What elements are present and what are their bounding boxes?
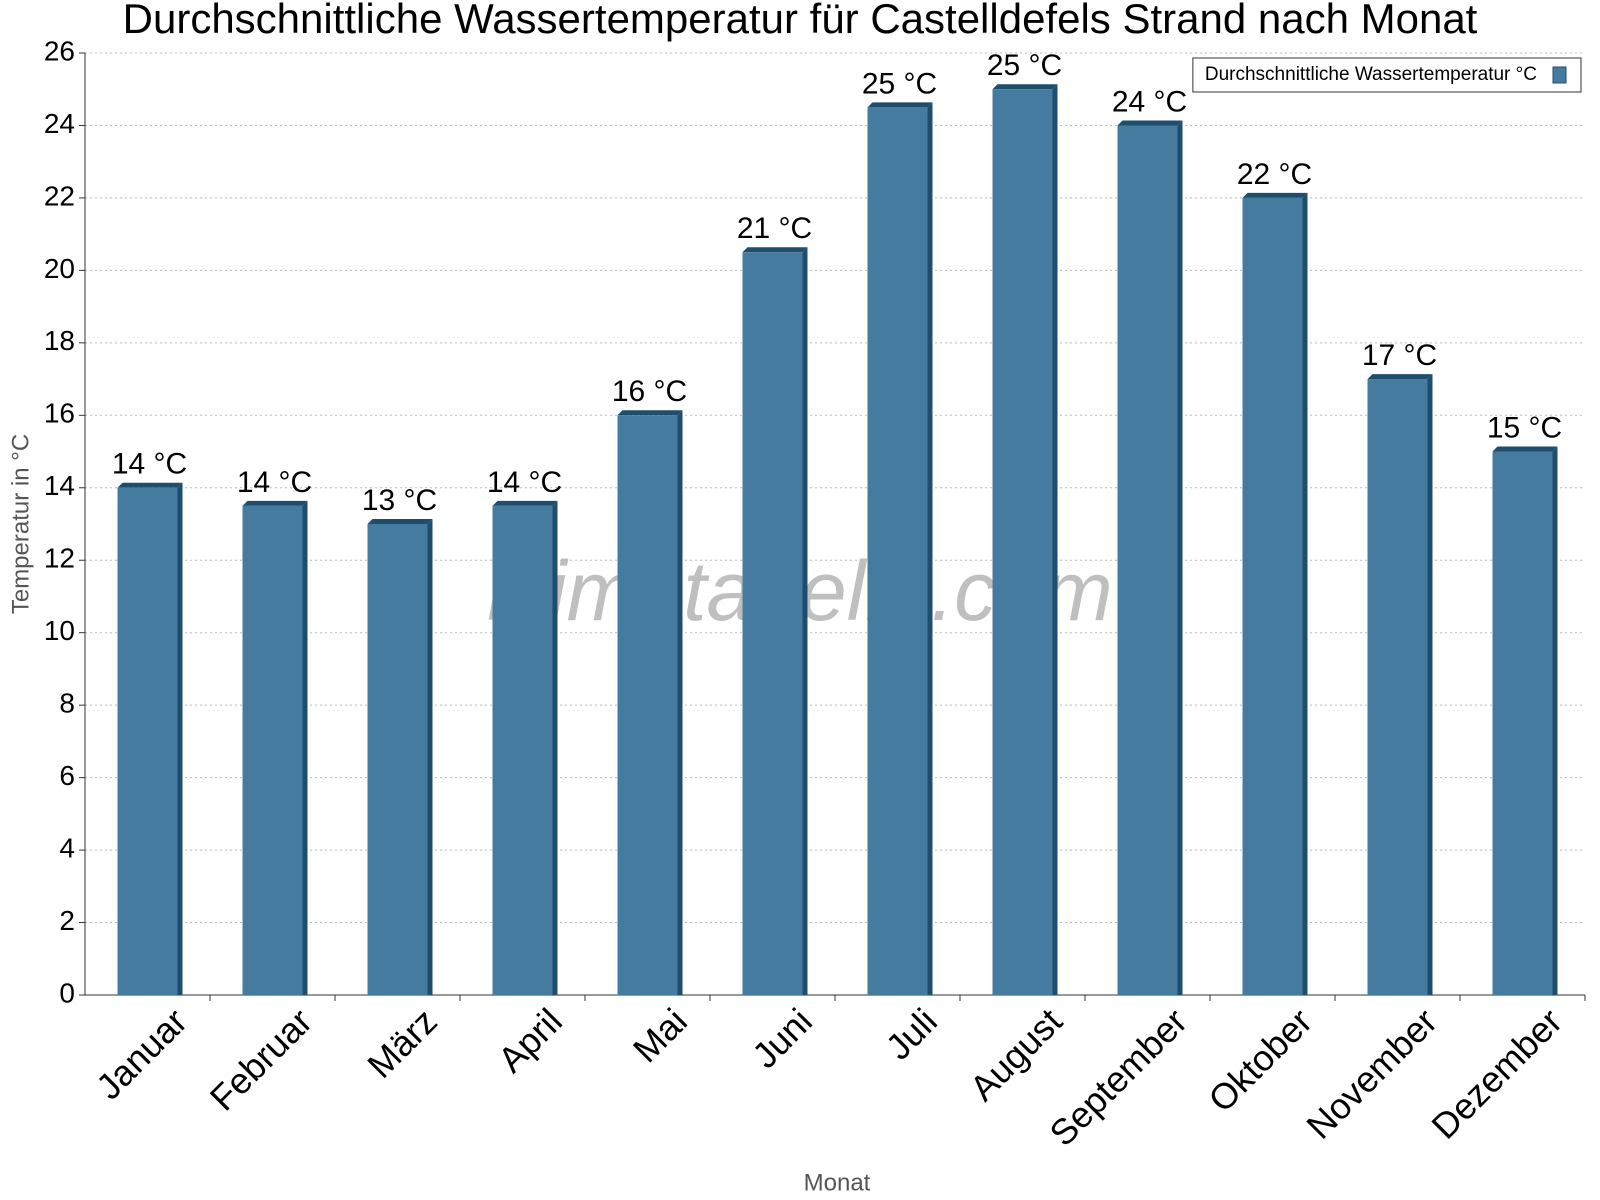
bar-top [117,482,183,488]
bar-group [242,500,308,995]
x-tick-label: Juli [878,1000,945,1067]
bar-side [1052,84,1058,995]
value-label: 14 °C [112,448,187,481]
value-label: 14 °C [237,466,312,499]
bar-side [1302,192,1308,995]
y-tick-label: 26 [44,35,75,66]
bar [367,524,428,995]
bar [742,252,803,995]
bar [492,505,553,995]
bar [992,89,1053,995]
bar-top [1492,446,1558,452]
bar-group [617,410,683,995]
x-tick-label: September [1041,1000,1195,1154]
value-label: 22 °C [1237,158,1312,191]
y-tick-label: 22 [44,180,75,211]
y-tick-label: 16 [44,398,75,429]
bar-top [1367,374,1433,380]
y-tick-label: 14 [44,470,75,501]
y-tick-label: 4 [59,832,75,863]
value-label: 21 °C [737,212,812,245]
bar-group [1117,120,1183,995]
x-tick-label: Juni [744,1000,820,1076]
bar-top [492,500,558,506]
x-tick-label: Dezember [1423,1000,1569,1146]
value-label: 16 °C [612,375,687,408]
bar-top [367,519,433,524]
bar-group [1492,446,1558,995]
legend: Durchschnittliche Wassertemperatur °C [1192,57,1582,93]
bar-group [867,102,933,996]
y-tick-label: 0 [59,977,75,1008]
bar-side [427,519,433,995]
bar-side [1427,374,1433,996]
bar-side [677,410,683,995]
value-label: 24 °C [1112,85,1187,118]
legend-box [1192,57,1582,93]
bar-top [1242,192,1308,198]
bar-side [1552,446,1558,995]
bar-group [1367,374,1433,996]
value-label: 17 °C [1362,339,1437,372]
bar-group [492,500,558,995]
y-tick-label: 20 [44,253,75,284]
bar [1492,451,1553,995]
y-tick-label: 2 [59,905,75,936]
legend-swatch [1552,66,1567,84]
x-tick-label: Oktober [1200,1000,1320,1120]
x-axis-label: Monat [804,1169,871,1196]
chart-title: Durchschnittliche Wassertemperatur für C… [123,0,1478,42]
y-tick-label: 18 [44,325,75,356]
x-tick-label: November [1298,1000,1444,1146]
legend-label: Durchschnittliche Wassertemperatur °C [1205,64,1537,85]
bar-top [867,102,933,108]
bar [617,415,678,995]
bar-top [617,410,683,416]
bar-side [802,247,808,995]
y-tick-label: 12 [44,543,75,574]
x-tick-label: Mai [625,1000,695,1070]
y-tick-label: 10 [44,615,75,646]
bar-group [1242,192,1308,995]
bar-side [302,500,308,995]
bar [242,505,303,995]
bar [117,487,178,995]
bar-side [927,102,933,996]
bar [867,107,928,996]
x-tick-label: Februar [202,1000,320,1118]
value-label: 14 °C [487,466,562,499]
bar-top [242,500,308,506]
value-label: 25 °C [862,67,937,100]
bar-group [367,519,433,995]
bar-side [177,482,183,995]
bar-group [742,247,808,995]
y-tick-label: 6 [59,760,75,791]
y-tick-label: 8 [59,688,75,719]
bar-top [1117,120,1183,126]
bar [1242,197,1303,995]
bar-top [992,84,1058,90]
y-tick-label: 24 [44,108,75,139]
bar-group [117,482,183,995]
bar-side [1177,120,1183,995]
bar-top [742,247,808,253]
bar-side [552,500,558,995]
y-axis-label: Temperatur in °C [7,434,34,614]
x-tick-label: April [490,1000,570,1080]
bar [1367,379,1428,996]
bar-group [992,84,1058,995]
value-label: 15 °C [1487,411,1562,444]
x-tick-label: Januar [88,1000,195,1107]
x-tick-label: August [962,1000,1070,1108]
bar [1117,125,1178,995]
value-label: 25 °C [987,49,1062,82]
x-tick-label: März [359,1000,445,1086]
value-label: 13 °C [362,484,437,517]
